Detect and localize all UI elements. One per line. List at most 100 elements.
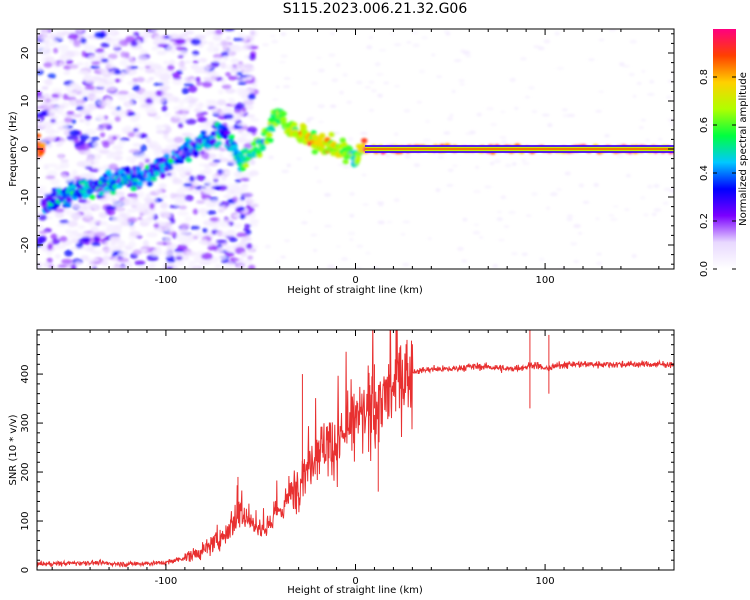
- heatmap-cell: [45, 175, 56, 180]
- heatmap-cell: [546, 206, 551, 210]
- heatmap-cell: [44, 44, 50, 51]
- heatmap-cell: [114, 115, 121, 122]
- heatmap-cell: [43, 61, 53, 68]
- heatmap-cell: [143, 240, 149, 248]
- heatmap-cell: [268, 155, 274, 160]
- heatmap-cell: [132, 32, 140, 37]
- heatmap-cell: [76, 29, 84, 33]
- heatmap-cell: [66, 220, 79, 228]
- heatmap-cell: [280, 116, 287, 123]
- heatmap-cell: [84, 119, 91, 127]
- heatmap-cell: [160, 202, 168, 210]
- heatmap-cell: [187, 238, 196, 242]
- heatmap-cell: [75, 105, 84, 111]
- heatmap-cell: [178, 122, 184, 129]
- heatmap-cell: [163, 132, 169, 140]
- heatmap-cell: [106, 209, 116, 216]
- heatmap-cell: [588, 58, 595, 61]
- heatmap-cell: [489, 161, 495, 166]
- colorbar-label: Normalized spectral amplitude: [738, 72, 749, 226]
- heatmap-cell: [662, 201, 669, 205]
- snr-panel: -100 0 100 0 100 200 300 400 Height of straight…: [8, 329, 675, 596]
- heatmap-cell: [68, 38, 75, 44]
- heatmap-cell: [311, 149, 319, 155]
- heatmap-cell: [132, 142, 142, 148]
- spectrogram-heatmap: [37, 29, 674, 269]
- heatmap-cell: [42, 29, 49, 36]
- heatmap-cell: [134, 260, 146, 266]
- heatmap-cell: [119, 213, 127, 218]
- heatmap-cell: [120, 51, 127, 58]
- heatmap-cell: [39, 142, 46, 148]
- heatmap-cell: [223, 170, 231, 176]
- heatmap-cell: [207, 244, 218, 251]
- heatmap-cell: [198, 239, 208, 245]
- heatmap-cell: [243, 227, 250, 232]
- heatmap-cell: [83, 159, 92, 165]
- heatmap-cell: [275, 85, 280, 89]
- heatmap-cell: [595, 217, 600, 221]
- heatmap-cell: [213, 222, 219, 229]
- heatmap-cell: [127, 92, 138, 100]
- heatmap-cell: [249, 170, 259, 177]
- heatmap-cell: [165, 126, 172, 134]
- x-tick-label: -100: [155, 576, 178, 587]
- heatmap-cell: [247, 264, 256, 269]
- heatmap-cell: [128, 241, 136, 248]
- heatmap-cell: [291, 122, 298, 128]
- heatmap-cell: [88, 54, 97, 62]
- heatmap-cell: [140, 248, 148, 253]
- heatmap-cell: [117, 94, 128, 101]
- heatmap-cell: [147, 208, 153, 214]
- heatmap-cell: [136, 76, 145, 83]
- heatmap-cell: [490, 123, 497, 127]
- heatmap-cell: [239, 166, 246, 172]
- heatmap-cell: [216, 248, 224, 253]
- heatmap-cell: [461, 259, 468, 263]
- heatmap-cell: [183, 30, 195, 35]
- heatmap-cell: [111, 198, 117, 203]
- heatmap-cell: [331, 78, 339, 83]
- heatmap-cell: [192, 50, 200, 56]
- heatmap-cell: [87, 188, 94, 194]
- heatmap-cell: [240, 251, 248, 258]
- heatmap-cell: [73, 40, 81, 47]
- heatmap-cell: [203, 219, 214, 226]
- heatmap-cell: [93, 141, 100, 148]
- heatmap-cell: [71, 113, 83, 118]
- heatmap-cell: [556, 66, 565, 70]
- heatmap-cell: [658, 137, 663, 141]
- heatmap-cell: [149, 29, 162, 32]
- heatmap-cell: [55, 244, 66, 250]
- heatmap-cell: [153, 115, 161, 120]
- heatmap-cell: [72, 169, 78, 176]
- heatmap-cell: [188, 260, 197, 265]
- heatmap-cell: [150, 176, 157, 182]
- heatmap-cell: [612, 205, 619, 208]
- heatmap-cell: [42, 93, 51, 100]
- heatmap-cell: [242, 99, 255, 106]
- heatmap-cell: [416, 101, 423, 104]
- heatmap-cell: [498, 239, 505, 242]
- heatmap-cell: [355, 80, 363, 85]
- heatmap-cell: [245, 75, 253, 81]
- x-tick-label: -100: [155, 275, 178, 286]
- heatmap-cell: [139, 153, 147, 160]
- heatmap-cell: [370, 89, 377, 93]
- heatmap-cell: [56, 223, 66, 227]
- heatmap-cell: [188, 85, 198, 93]
- heatmap-cell: [218, 255, 228, 261]
- heatmap-cell: [90, 136, 100, 141]
- heatmap-cell: [486, 107, 494, 111]
- heatmap-cell: [121, 110, 128, 114]
- heatmap-cell: [118, 39, 130, 47]
- heatmap-cell: [239, 177, 250, 182]
- heatmap-cell: [52, 87, 63, 93]
- heatmap-cell: [164, 94, 176, 101]
- heatmap-cell: [236, 264, 246, 268]
- heatmap-cell: [94, 48, 105, 53]
- heatmap-cell: [164, 236, 172, 244]
- heatmap-cell: [163, 60, 169, 65]
- heatmap-cell: [98, 221, 104, 225]
- heatmap-cell: [162, 249, 173, 257]
